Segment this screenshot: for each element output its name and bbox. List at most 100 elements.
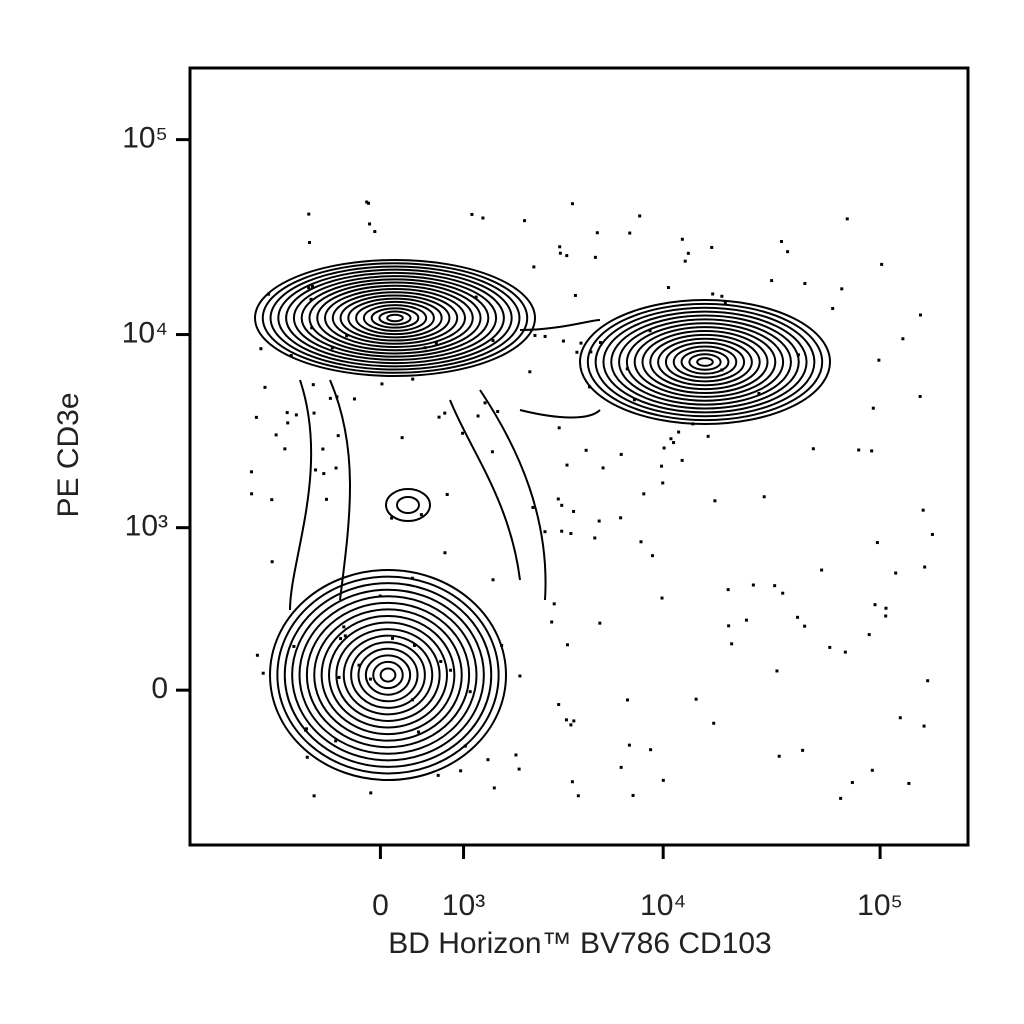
contour-line xyxy=(291,588,485,762)
event-dot xyxy=(533,333,537,337)
contour-line xyxy=(316,284,474,352)
event-dot xyxy=(569,723,573,727)
event-dot xyxy=(514,753,518,757)
event-dot xyxy=(322,472,326,476)
event-dot xyxy=(259,347,263,351)
event-dot xyxy=(330,346,334,350)
event-dot xyxy=(369,677,373,681)
contour-line xyxy=(339,294,451,342)
event-dot xyxy=(651,554,655,558)
x-tick-label: 10³ xyxy=(442,889,485,922)
event-dot xyxy=(417,730,421,734)
contour-line xyxy=(277,268,513,368)
event-dot xyxy=(873,603,877,607)
event-dot xyxy=(423,346,427,350)
event-dot xyxy=(576,794,580,798)
event-dot xyxy=(490,450,494,454)
event-dot xyxy=(579,341,583,345)
event-dot xyxy=(369,791,373,795)
event-dot xyxy=(321,447,325,451)
event-dot xyxy=(255,653,259,657)
event-dot xyxy=(898,716,902,720)
event-dot xyxy=(662,446,666,450)
event-dot xyxy=(312,411,316,415)
event-dot xyxy=(828,645,832,649)
event-dot xyxy=(811,447,815,451)
event-dot xyxy=(410,698,414,702)
event-dot xyxy=(550,620,554,624)
event-dot xyxy=(803,624,807,628)
event-dot xyxy=(575,350,579,354)
event-dot xyxy=(491,578,495,582)
event-dot xyxy=(744,618,748,622)
event-dot xyxy=(593,255,597,259)
event-dot xyxy=(730,642,734,646)
event-dot xyxy=(840,287,844,291)
event-dot xyxy=(380,382,384,386)
event-dot xyxy=(339,637,343,641)
event-dot xyxy=(378,594,382,598)
event-dot xyxy=(312,794,316,798)
event-dot xyxy=(706,434,710,438)
event-dot xyxy=(437,415,441,419)
event-dot xyxy=(625,367,629,371)
contour-line xyxy=(602,310,808,414)
event-dot xyxy=(365,200,369,204)
event-dot xyxy=(391,636,395,640)
event-dot xyxy=(307,286,311,290)
event-dot xyxy=(588,385,592,389)
event-dot xyxy=(680,458,684,462)
event-dot xyxy=(619,765,623,769)
event-dot xyxy=(310,326,314,330)
event-dot xyxy=(565,463,569,467)
event-dot xyxy=(334,739,338,743)
contour-line xyxy=(688,353,722,371)
event-dot xyxy=(411,377,415,381)
event-dot xyxy=(850,781,854,785)
event-dot xyxy=(720,294,724,298)
event-dot xyxy=(649,748,653,752)
event-dot xyxy=(250,492,254,496)
event-dot xyxy=(923,565,927,569)
event-dot xyxy=(267,292,271,296)
event-dot xyxy=(367,201,371,205)
event-dot xyxy=(686,251,690,255)
event-dot xyxy=(801,748,805,752)
event-dot xyxy=(661,481,665,485)
contour-line xyxy=(641,330,769,394)
contour-line xyxy=(680,349,730,375)
event-dot xyxy=(775,669,779,673)
event-dot xyxy=(601,466,605,470)
event-dot xyxy=(683,259,687,263)
contour-line xyxy=(649,333,761,391)
event-dot xyxy=(270,498,274,502)
event-dot xyxy=(309,297,313,301)
event-dot xyxy=(803,281,807,285)
event-dot xyxy=(839,796,843,800)
contour-line xyxy=(350,641,426,709)
event-dot xyxy=(918,313,922,317)
contour-line xyxy=(372,660,404,690)
event-dot xyxy=(308,241,312,245)
x-tick-label: 0 xyxy=(372,889,389,922)
event-dot xyxy=(691,422,695,426)
event-dot xyxy=(560,529,564,533)
event-dot xyxy=(270,560,274,564)
event-dot xyxy=(779,240,783,244)
event-dot xyxy=(589,350,593,354)
contour-line xyxy=(378,310,412,326)
event-dot xyxy=(930,532,934,536)
event-dot xyxy=(857,448,861,452)
y-tick-label: 10⁵ xyxy=(122,122,168,155)
x-tick-label: 10⁵ xyxy=(857,889,903,922)
event-dot xyxy=(307,212,311,216)
contour-line xyxy=(308,281,482,355)
event-dot xyxy=(254,415,258,419)
event-dot xyxy=(713,499,717,503)
event-dot xyxy=(357,663,361,667)
contour-line xyxy=(285,271,505,365)
event-dot xyxy=(598,621,602,625)
contour-line xyxy=(254,259,536,377)
event-dot xyxy=(632,398,636,402)
contour-line xyxy=(261,262,529,374)
